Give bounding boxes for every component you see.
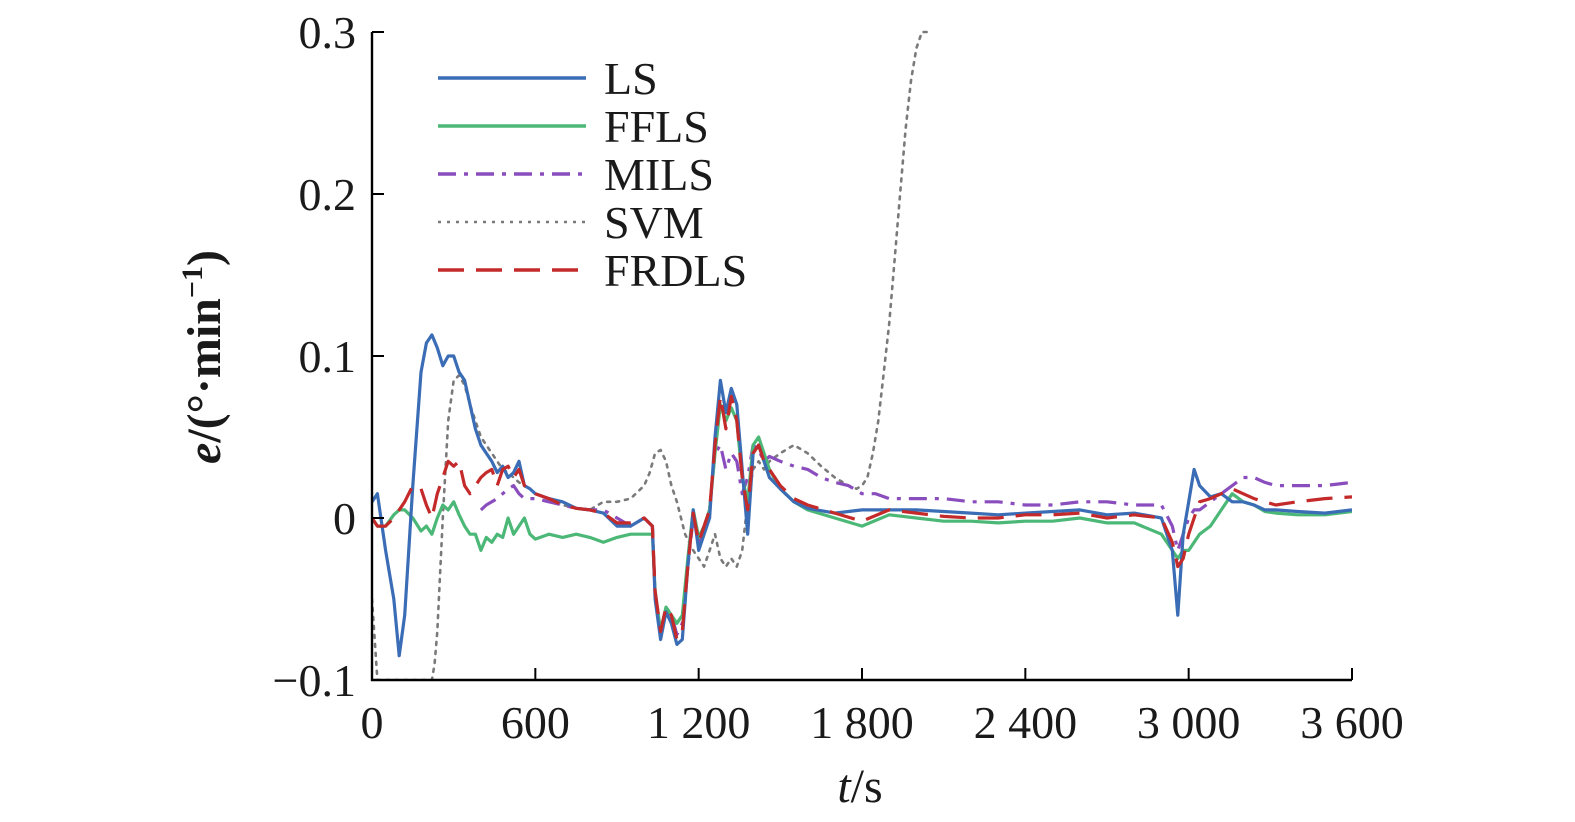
x-tick-label: 2 400: [974, 697, 1078, 748]
axes-frame: [370, 32, 1352, 682]
x-axis-label: t/s: [837, 760, 882, 813]
x-tick-label: 3 000: [1137, 697, 1241, 748]
series-line-ffls: [372, 403, 1352, 633]
y-tick-label: −0.1: [273, 655, 356, 706]
legend-label-frdls: FRDLS: [604, 245, 747, 296]
legend-label-ffls: FFLS: [604, 101, 709, 152]
x-tick-label: 3 600: [1300, 697, 1404, 748]
y-tick-label: 0: [333, 493, 356, 544]
y-axis-label: e/(°·min−1): [176, 250, 231, 464]
legend-label-svm: SVM: [604, 197, 704, 248]
legend-label-mils: MILS: [604, 149, 714, 200]
axes-layer: 0 600 1 200 1 800 2 400 3 000 3 600−0.100.10.2…: [273, 7, 1404, 748]
x-tick-label: 1 200: [647, 697, 751, 748]
y-tick-label: 0.2: [299, 169, 357, 220]
x-tick-label: 600: [501, 697, 570, 748]
y-tick-label: 0.3: [299, 7, 357, 58]
series-line-svm: [372, 30, 929, 680]
x-tick-label: 0: [361, 697, 384, 748]
series-layer: [372, 30, 1352, 680]
legend-label-ls: LS: [604, 53, 658, 104]
y-tick-label: 0.1: [299, 331, 357, 382]
series-line-ls: [372, 333, 1352, 658]
series-line-frdls: [372, 394, 1352, 642]
x-tick-label: 1 800: [810, 697, 914, 748]
